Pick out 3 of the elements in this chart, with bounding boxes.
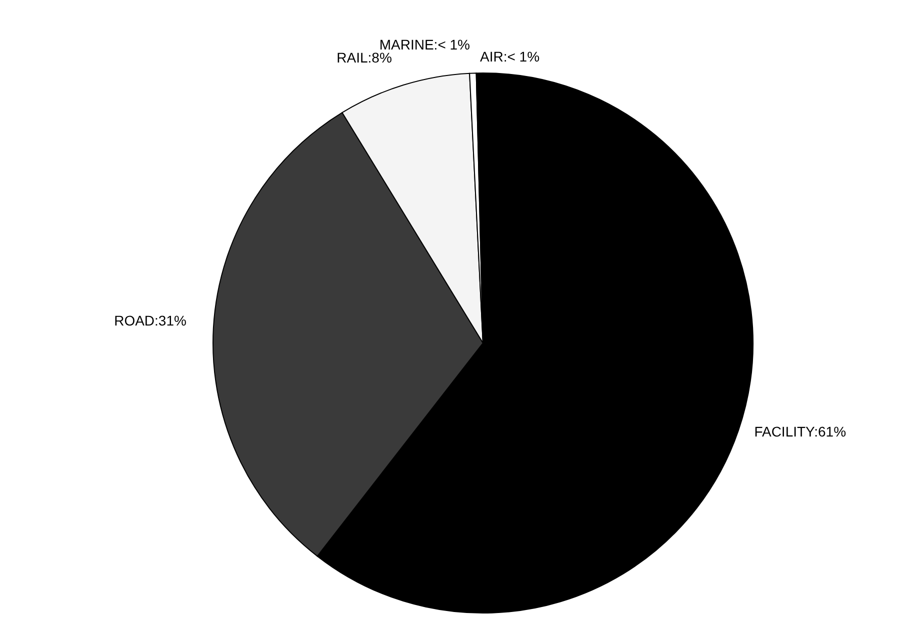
slice-label: ROAD:31%	[114, 312, 186, 328]
slice-label: AIR:< 1%	[480, 48, 540, 65]
slice-label: FACILITY:61%	[754, 423, 846, 440]
